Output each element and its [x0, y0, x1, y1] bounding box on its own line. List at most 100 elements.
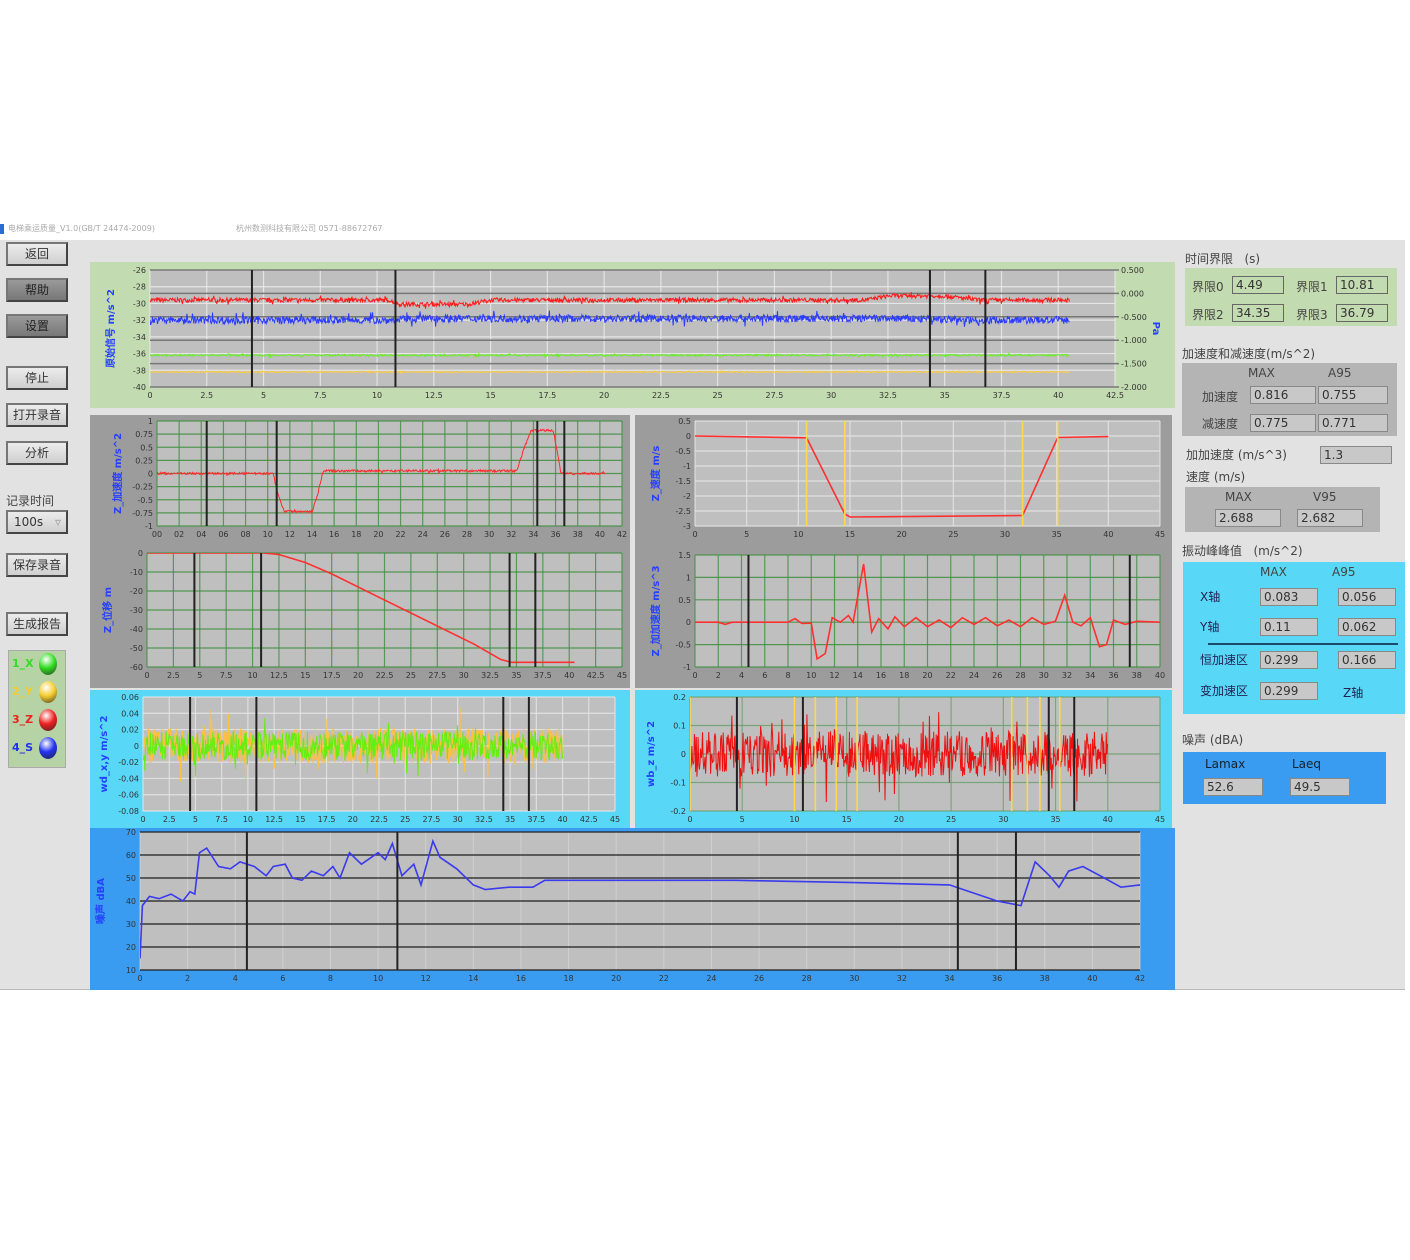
speed-col-v95: V95	[1313, 490, 1337, 504]
x-tick-label: 37.5	[993, 391, 1011, 400]
y-tick-label: -40	[130, 625, 143, 634]
channel-label: 3_Z	[12, 713, 34, 726]
speed-col-max: MAX	[1225, 490, 1252, 504]
x-tick-label: 37.5	[527, 815, 545, 824]
time-limit-field[interactable]: 10.81	[1336, 276, 1388, 294]
x-tick-label: 12	[421, 974, 431, 983]
record-time-select[interactable]: 100s ▿	[6, 510, 68, 534]
series-line	[150, 369, 1070, 375]
settings-button[interactable]: 设置	[6, 314, 68, 338]
dec-row-label: 减速度	[1202, 417, 1239, 431]
jerk-label: 加加速度 (m/s^3)	[1186, 446, 1287, 463]
x-tick-label: 36	[550, 530, 560, 539]
x-tick-label: 18	[899, 671, 909, 680]
y-tick-label: -2	[683, 492, 691, 501]
x-tick-label: 40	[1103, 530, 1113, 539]
jerk-unit: (m/s^3)	[1237, 448, 1287, 462]
open-recording-button[interactable]: 打开录音	[6, 403, 68, 427]
x-tick-label: 5	[261, 391, 266, 400]
y-tick-label: 0	[134, 742, 139, 751]
chart-z_disp: 0 2.5 5 7.5 10 12.5 15 17.5 20 22.5 25 27.5 30 32.5 35…	[90, 548, 630, 688]
plot-area[interactable]	[695, 421, 1160, 526]
x-tick-label: 2.5	[163, 815, 176, 824]
x-tick-label: 32.5	[481, 671, 499, 680]
x-tick-label: 42	[1135, 974, 1145, 983]
y-tick-label: -32	[133, 316, 146, 325]
help-button[interactable]: 帮助	[6, 278, 68, 302]
x-tick-label: 12	[829, 671, 839, 680]
x-tick-label: 40	[1103, 815, 1113, 824]
x-tick-label: 38	[573, 530, 583, 539]
x-tick-label: 34	[528, 530, 538, 539]
speed-title-text: 速度	[1186, 470, 1211, 484]
x-tick-label: 12	[285, 530, 295, 539]
analyze-button[interactable]: 分析	[6, 441, 68, 465]
vibration-title: 振动峰峰值 (m/s^2)	[1182, 542, 1303, 559]
speed-v95-value: 2.682	[1297, 509, 1363, 527]
vibration-max-value: 0.11	[1260, 618, 1318, 636]
vibration-max-value: 0.299	[1260, 682, 1318, 700]
y-tick-label: 50	[126, 874, 136, 883]
time-limit-field[interactable]: 36.79	[1336, 304, 1388, 322]
chart-z_jerk: 0 2 4 6 8 10 12 14 16 18 20 22 24 26 28 30 32 34 36 38 401.5…	[635, 548, 1172, 688]
x-tick-label: 17.5	[538, 391, 556, 400]
time-limit-label: 界限2	[1192, 308, 1224, 322]
y-axis-label: 噪声 dBA	[94, 878, 107, 924]
x-tick-label: 37.5	[534, 671, 552, 680]
time-limit-field[interactable]: 4.49	[1232, 276, 1284, 294]
y-tick-label: 20	[126, 943, 136, 952]
series-line	[150, 351, 1070, 359]
y-tick-label: 0.1	[673, 722, 686, 731]
x-tick-label: 30	[826, 391, 836, 400]
jerk-value: 1.3	[1320, 446, 1392, 464]
y-tick-label: 0	[686, 618, 691, 627]
acc-dec-title: 加速度和减速度(m/s^2)	[1182, 347, 1316, 361]
stop-button[interactable]: 停止	[6, 366, 68, 390]
speed-max-value: 2.688	[1215, 509, 1281, 527]
plot-area[interactable]	[150, 270, 1115, 387]
vibration-a95-value: 0.166	[1338, 651, 1396, 669]
x-tick-label: 35	[505, 815, 515, 824]
series-line	[150, 291, 1070, 309]
generate-report-button[interactable]: 生成报告	[6, 612, 68, 636]
back-button[interactable]: 返回	[6, 242, 68, 266]
y-tick-label: -0.25	[132, 483, 153, 492]
y-tick-label: 1	[686, 573, 691, 582]
x-tick-label: 42	[617, 530, 627, 539]
chart-raw: 0 2.5 5 7.5 10 12.5 15 17.5 20 22.5 25 27.5 30 32.5 35…	[90, 262, 1175, 408]
y-tick-label: -36	[133, 350, 146, 359]
y-tick-label: -10	[130, 568, 143, 577]
speed-title: 速度 (m/s)	[1186, 468, 1245, 485]
y-tick-label: -1.5	[675, 477, 691, 486]
x-tick-label: 0	[687, 815, 692, 824]
series-line	[690, 704, 1108, 803]
y-tick-label: -0.02	[118, 758, 139, 767]
acc-row-label: 加速度	[1202, 390, 1239, 404]
x-tick-label: 22	[946, 671, 956, 680]
x-tick-label: 16	[516, 974, 526, 983]
y-tick-label: 70	[126, 828, 136, 837]
x-tick-label: 45	[1155, 815, 1165, 824]
series-group	[143, 697, 563, 811]
time-limit-field[interactable]: 34.35	[1232, 304, 1284, 322]
time-limits-title: 时间界限 (s)	[1185, 250, 1260, 267]
x-tick-label: 12.5	[270, 671, 288, 680]
x-tick-label: 27.5	[428, 671, 446, 680]
y-tick-label: -26	[133, 266, 146, 275]
vibration-row-label: Y轴	[1200, 620, 1220, 634]
y-tick-label: -2.5	[675, 507, 691, 516]
series-line	[150, 310, 1070, 327]
y-tick-label: 1	[148, 417, 153, 426]
y-tick-label: -1	[683, 462, 691, 471]
y-tick-label: -1	[683, 663, 691, 672]
x-tick-label: 40	[557, 815, 567, 824]
series-group	[140, 832, 1140, 970]
x-tick-label: 14	[307, 530, 317, 539]
x-tick-label: 0	[140, 815, 145, 824]
series-line	[143, 718, 563, 777]
y-axis-label: Z_加加速度 m/s^3	[649, 565, 662, 656]
vibration-unit: (m/s^2)	[1253, 544, 1303, 558]
x-tick-label: 22.5	[370, 815, 388, 824]
save-recording-button[interactable]: 保存录音	[6, 553, 68, 577]
x-tick-label: 45	[610, 815, 620, 824]
